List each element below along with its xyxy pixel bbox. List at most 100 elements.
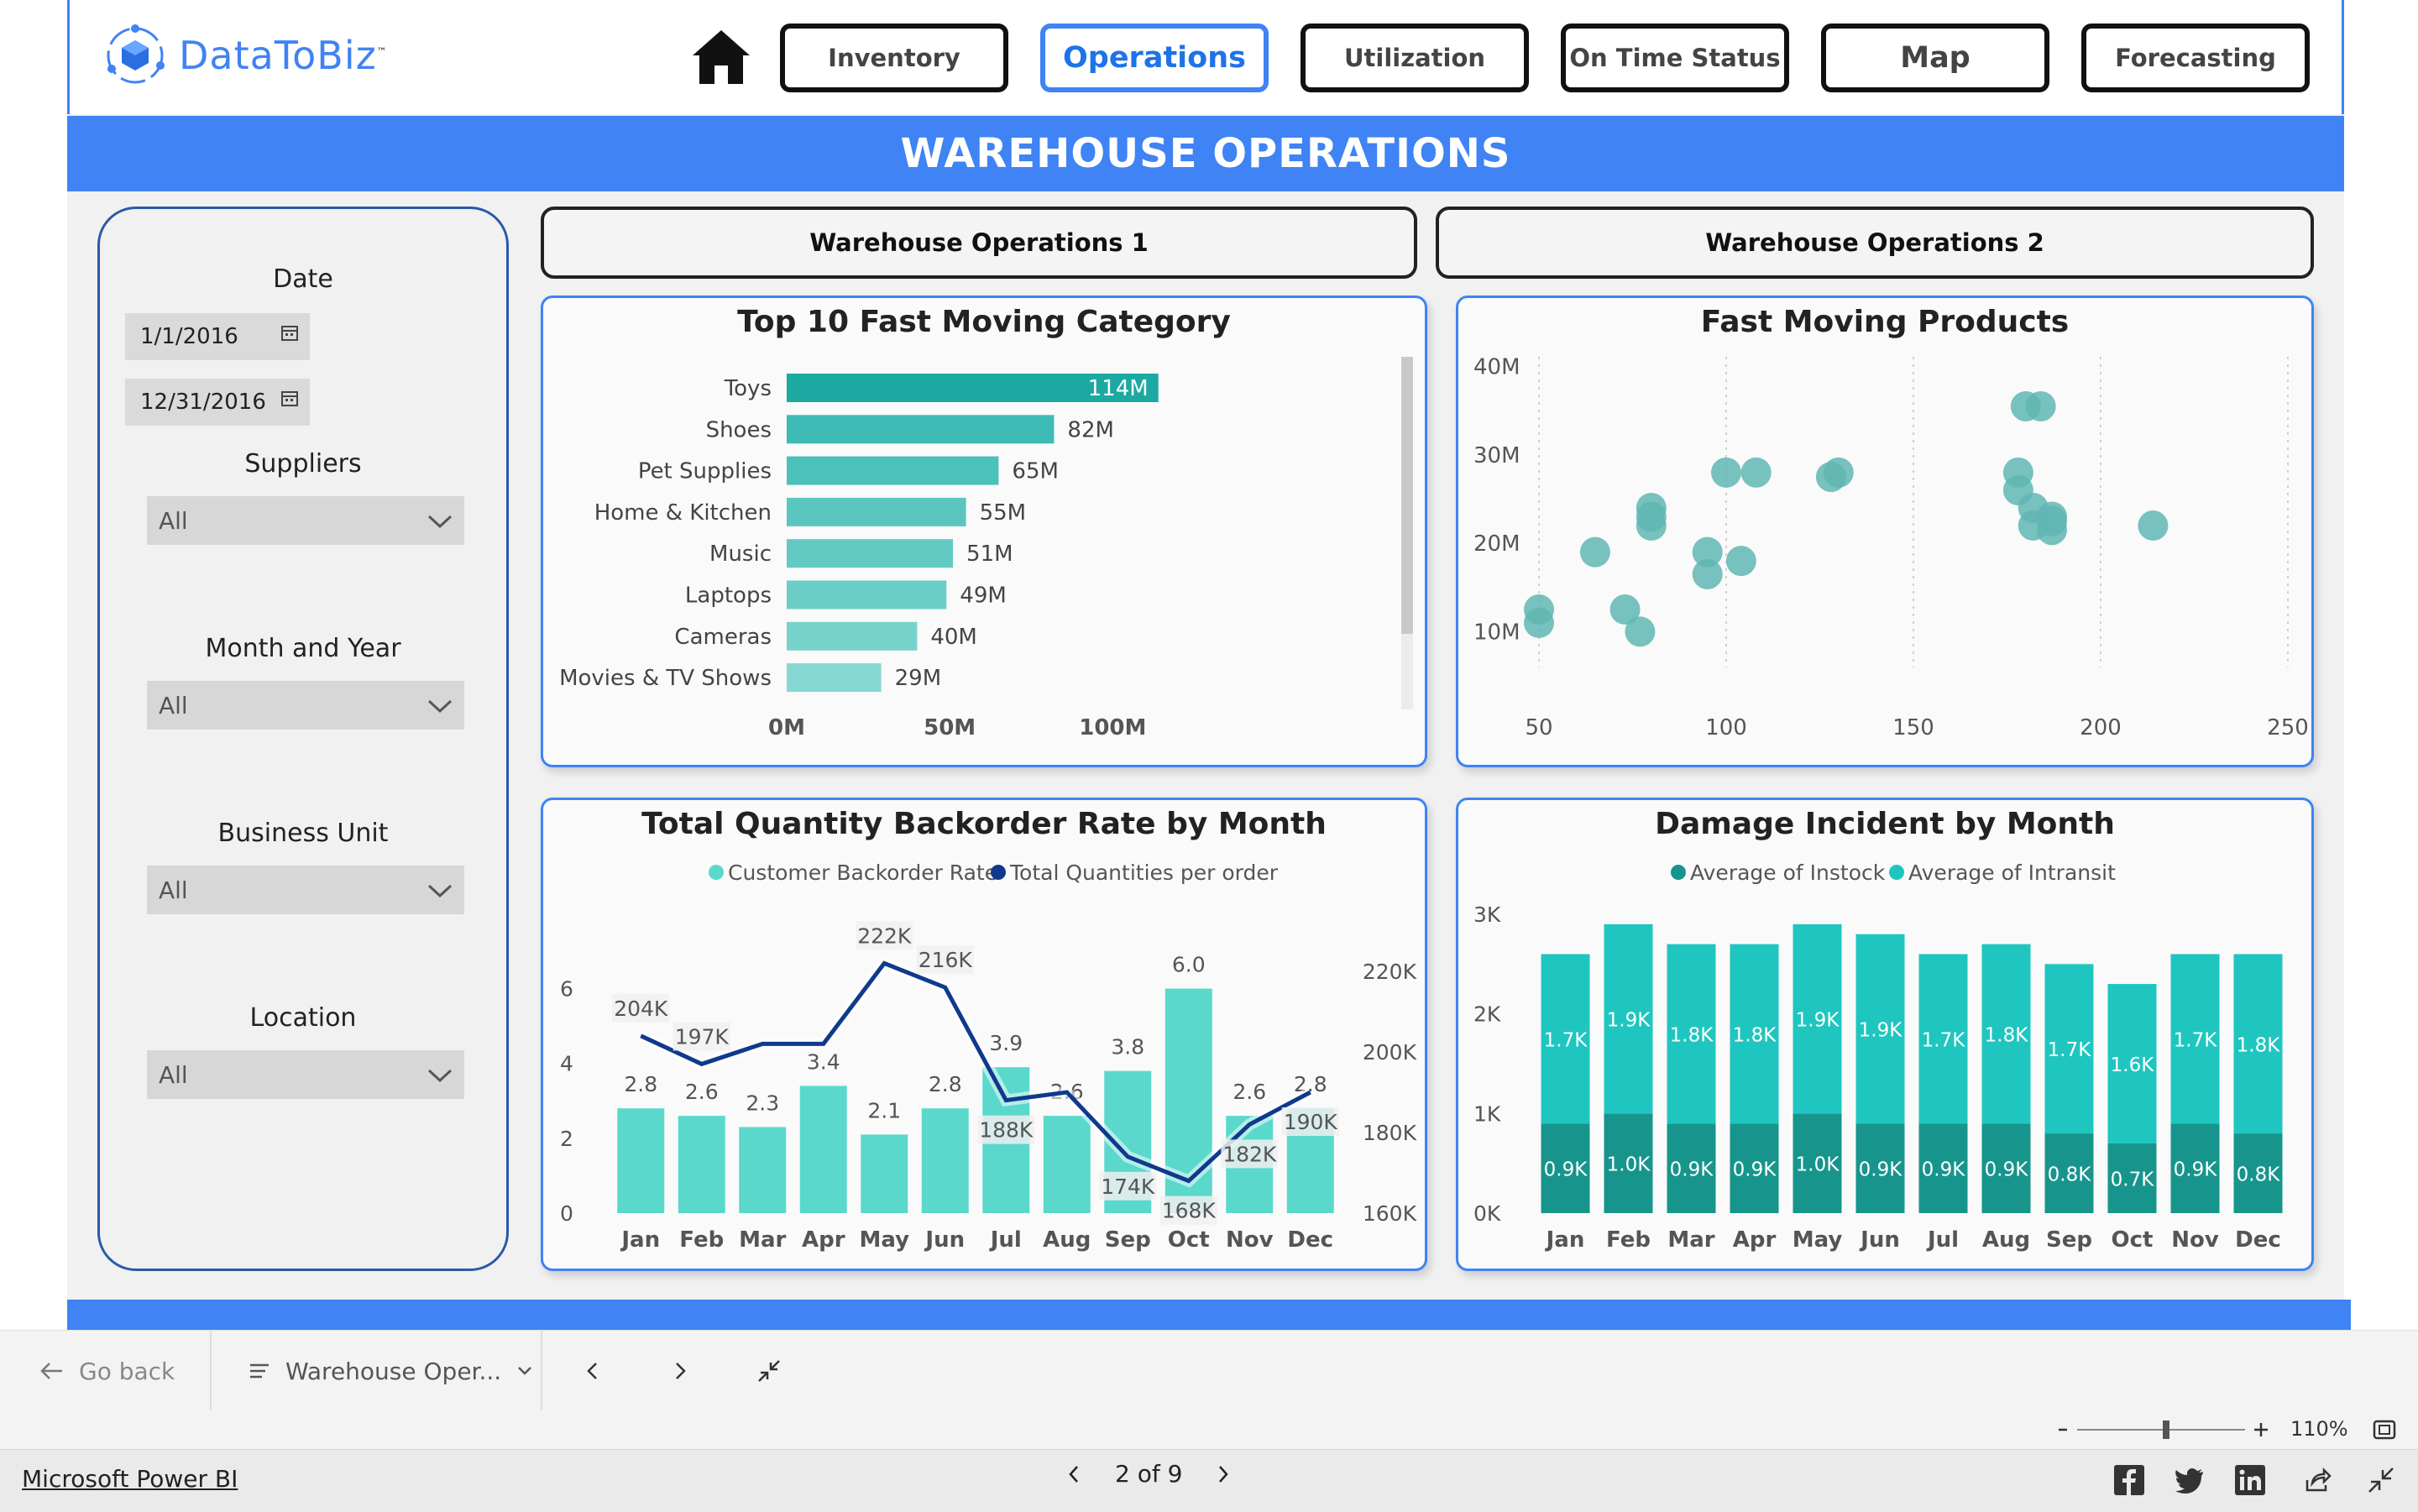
y-tick-label: 0K	[1473, 1201, 1501, 1226]
intransit-data-label: 1.7K	[1544, 1029, 1588, 1051]
legend-label: Total Quantities per order	[1009, 861, 1279, 885]
nav-button-utilization[interactable]: Utilization	[1301, 24, 1529, 92]
twitter-icon[interactable]	[2175, 1465, 2205, 1495]
fit-to-page-icon[interactable]	[2373, 1419, 2396, 1441]
previous-page-button[interactable]	[584, 1331, 601, 1411]
divider	[210, 1331, 212, 1411]
scatter-chart-plot: 10M 20M 30M 40M 50 100 150 200 250	[1473, 355, 2309, 740]
line-label-background	[1099, 1171, 1157, 1201]
nav-button-inventory[interactable]: Inventory	[780, 24, 1008, 92]
bar-data-label: 3.4	[807, 1049, 840, 1074]
y-tick-label: 2K	[1473, 1002, 1501, 1027]
business-unit-dropdown[interactable]: All	[147, 866, 464, 914]
scatter-point	[1636, 510, 1667, 541]
bar	[787, 539, 954, 568]
zoom-slider-track[interactable]	[2077, 1429, 2245, 1431]
x-tick-label: Nov	[2171, 1227, 2219, 1253]
brand-name: DataToBiz™	[179, 33, 388, 78]
chevron-down-icon	[427, 1069, 453, 1083]
month-year-dropdown[interactable]: All	[147, 681, 464, 730]
date-end-input[interactable]: 12/31/2016	[125, 379, 310, 426]
x-tick-label: May	[1793, 1227, 1843, 1253]
bar-instock	[1604, 1113, 1653, 1213]
next-page-button[interactable]	[672, 1331, 688, 1411]
bar	[787, 374, 1159, 402]
scatter-point	[1579, 536, 1610, 568]
exit-fullscreen-button[interactable]	[757, 1331, 781, 1411]
zoom-in-icon[interactable]	[2252, 1420, 2270, 1439]
scatter-point	[2025, 390, 2056, 421]
x-tick-label: Aug	[1043, 1227, 1091, 1253]
tab-warehouse-operations-1[interactable]: Warehouse Operations 1	[541, 207, 1417, 279]
line-label-background	[977, 1115, 1035, 1144]
date-start-input[interactable]: 1/1/2016	[125, 313, 310, 360]
scatter-point	[2037, 505, 2068, 536]
bar-intransit	[1541, 954, 1590, 1124]
y-tick-label-left: 4	[560, 1052, 573, 1076]
x-tick-label: Sep	[1105, 1227, 1151, 1253]
bar	[787, 663, 882, 693]
page-menu-label: Warehouse Oper...	[285, 1357, 502, 1385]
intransit-data-label: 1.7K	[2048, 1039, 2092, 1061]
bar-intransit	[1793, 923, 1842, 1114]
suppliers-dropdown[interactable]: All	[147, 496, 464, 545]
instock-data-label: 0.8K	[2048, 1164, 2092, 1186]
y-tick-label: 20M	[1473, 531, 1520, 557]
x-tick-label: Jul	[989, 1227, 1022, 1253]
category-label: Movies & TV Shows	[559, 666, 772, 691]
page-menu-dropdown[interactable]: Warehouse Oper...	[249, 1331, 533, 1411]
y-tick-label-right: 180K	[1363, 1121, 1417, 1145]
nav-button-operations[interactable]: Operations	[1040, 24, 1269, 92]
x-tick-label: Jul	[1926, 1227, 1959, 1253]
zoom-slider-thumb[interactable]	[2163, 1420, 2169, 1439]
location-filter-label: Location	[249, 1003, 357, 1033]
x-tick-label: Feb	[1606, 1227, 1651, 1253]
chevron-left-icon[interactable]	[1066, 1463, 1081, 1485]
share-icon[interactable]	[2302, 1465, 2332, 1495]
collapse-icon[interactable]	[2366, 1465, 2396, 1495]
line-label-background	[1159, 1195, 1217, 1225]
x-tick-label: 100	[1705, 715, 1747, 740]
line-data-label: 216K	[919, 948, 973, 972]
instock-data-label: 1.0K	[1796, 1154, 1840, 1176]
chart-title: Top 10 Fast Moving Category	[737, 305, 1231, 339]
bar-intransit	[2170, 954, 2220, 1124]
date-filter-label: Date	[273, 264, 333, 294]
footer-bar: Microsoft Power BI 2 of 9	[0, 1449, 2418, 1512]
nav-button-forecasting[interactable]: Forecasting	[2081, 24, 2310, 92]
report-navigation-strip: Go back Warehouse Oper...	[0, 1330, 2418, 1412]
y-tick-label-left: 2	[560, 1127, 573, 1151]
data-label: 82M	[1067, 417, 1114, 442]
x-tick-label: Dec	[2235, 1227, 2281, 1253]
chevron-right-icon[interactable]	[1216, 1463, 1231, 1485]
legend-label: Customer Backorder Rate	[728, 861, 997, 885]
x-tick-label: Apr	[802, 1227, 845, 1253]
chart-title: Fast Moving Products	[1700, 305, 2070, 339]
microsoft-power-bi-link[interactable]: Microsoft Power BI	[22, 1465, 238, 1493]
calendar-icon[interactable]	[281, 390, 298, 407]
location-dropdown[interactable]: All	[147, 1050, 464, 1099]
x-tick-label: Mar	[1667, 1227, 1714, 1253]
go-back-button[interactable]: Go back	[39, 1331, 175, 1411]
scatter-point	[2138, 510, 2169, 541]
nav-button-map[interactable]: Map	[1821, 24, 2049, 92]
bar-instock	[1918, 1123, 1968, 1213]
facebook-icon[interactable]	[2114, 1465, 2144, 1495]
collapse-icon	[758, 1360, 780, 1382]
home-icon[interactable]	[691, 27, 751, 87]
scatter-point	[1609, 594, 1641, 625]
bar-intransit	[2233, 954, 2283, 1134]
data-label: 29M	[895, 666, 942, 691]
series-line	[640, 960, 1311, 1184]
month-year-selected-value: All	[159, 691, 188, 719]
calendar-icon[interactable]	[281, 325, 298, 342]
scatter-point	[1823, 457, 1854, 488]
y-tick-label-right: 160K	[1363, 1201, 1417, 1226]
linkedin-icon[interactable]	[2235, 1465, 2265, 1495]
nav-button-on-time-status[interactable]: On Time Status	[1561, 24, 1789, 92]
line-data-label: 174K	[1101, 1175, 1155, 1199]
tab-warehouse-operations-2[interactable]: Warehouse Operations 2	[1436, 207, 2314, 279]
chevron-down-icon	[518, 1367, 532, 1375]
brand-logo: DataToBiz™	[102, 22, 388, 89]
zoom-out-icon[interactable]	[2057, 1424, 2069, 1436]
